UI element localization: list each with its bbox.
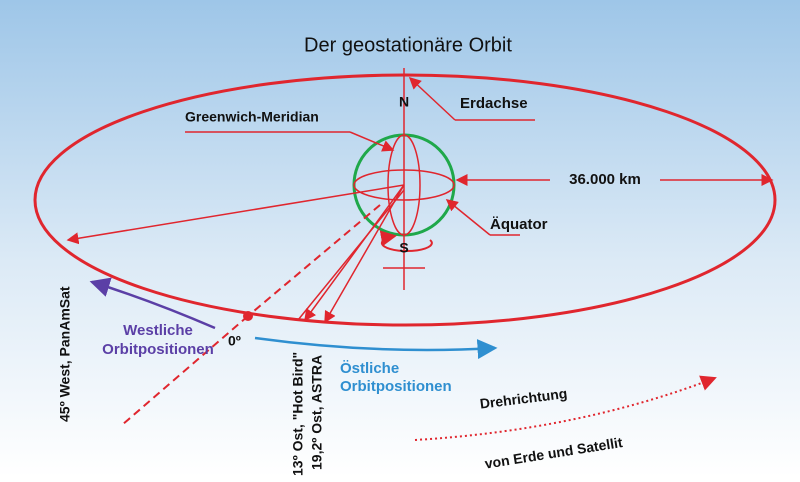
satellite-0 — [243, 311, 253, 321]
south-label: S — [399, 240, 408, 256]
diagram: Der geostationäre Orbit N S Erdachse Gre… — [0, 0, 800, 477]
meridian-label: Greenwich-Meridian — [185, 109, 319, 125]
west45-label: 45º West, PanAmSat — [57, 286, 73, 422]
east-label: Orbitpositionen — [340, 378, 452, 395]
east-label: Östliche — [340, 360, 399, 377]
distance-label: 36.000 km — [569, 171, 641, 188]
west-label: Westliche — [123, 322, 193, 339]
equator-label: Äquator — [490, 216, 548, 233]
axis-label: Erdachse — [460, 95, 528, 112]
background — [0, 0, 800, 477]
astra-label: 19,2º Ost, ASTRA — [309, 355, 325, 470]
hotbird-label: 13º Ost, "Hot Bird" — [290, 352, 306, 476]
zero-label: 0º — [228, 333, 241, 349]
west-label: Orbitpositionen — [102, 341, 214, 358]
title: Der geostationäre Orbit — [304, 34, 512, 56]
north-label: N — [399, 94, 409, 110]
